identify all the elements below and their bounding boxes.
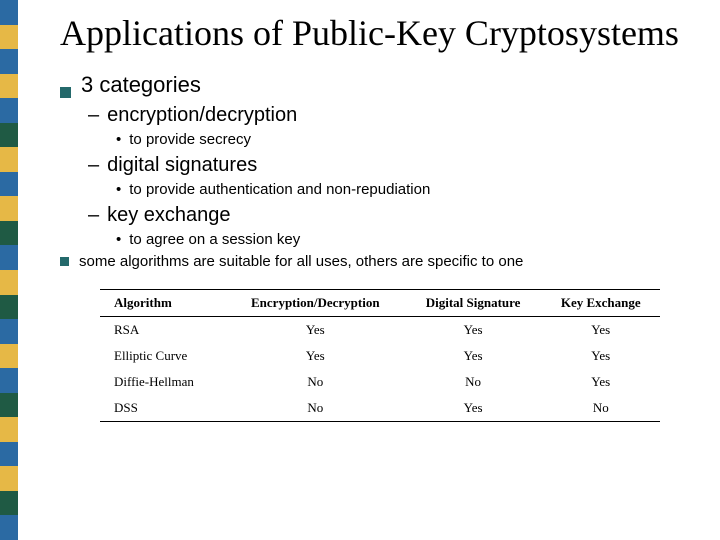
table-row: DSSNoYesNo <box>100 395 660 422</box>
table-header-cell: Algorithm <box>100 290 226 317</box>
table-cell: No <box>226 395 405 422</box>
table-cell: Yes <box>226 317 405 344</box>
table-cell: Yes <box>405 317 542 344</box>
detail-auth: • to provide authentication and non-repu… <box>116 181 700 198</box>
table-header-cell: Encryption/Decryption <box>226 290 405 317</box>
table-cell: No <box>226 369 405 395</box>
dot-icon: • <box>116 181 121 198</box>
table-header-row: AlgorithmEncryption/DecryptionDigital Si… <box>100 290 660 317</box>
table-header-cell: Key Exchange <box>542 290 660 317</box>
algorithm-table: AlgorithmEncryption/DecryptionDigital Si… <box>100 289 660 422</box>
table-cell: Diffie-Hellman <box>100 369 226 395</box>
detail-secrecy: • to provide secrecy <box>116 131 700 148</box>
table-cell: No <box>405 369 542 395</box>
bullet-categories: 3 categories <box>60 72 700 98</box>
slide-title: Applications of Public-Key Cryptosystems <box>60 14 700 54</box>
detail-text: to provide authentication and non-repudi… <box>129 181 430 198</box>
table-header-cell: Digital Signature <box>405 290 542 317</box>
dash-icon: – <box>88 204 99 227</box>
bullet-algorithms-note: some algorithms are suitable for all use… <box>60 252 700 272</box>
table-cell: Yes <box>226 343 405 369</box>
bullet-text: some algorithms are suitable for all use… <box>79 252 523 272</box>
dot-icon: • <box>116 131 121 148</box>
sub-text: encryption/decryption <box>107 104 297 127</box>
table-row: Diffie-HellmanNoNoYes <box>100 369 660 395</box>
dash-icon: – <box>88 154 99 177</box>
detail-text: to agree on a session key <box>129 231 300 248</box>
table-cell: DSS <box>100 395 226 422</box>
detail-session: • to agree on a session key <box>116 231 700 248</box>
table-cell: Elliptic Curve <box>100 343 226 369</box>
dot-icon: • <box>116 231 121 248</box>
bullet-text: 3 categories <box>81 72 201 98</box>
sub-text: key exchange <box>107 204 230 227</box>
side-stripe <box>0 0 18 540</box>
detail-text: to provide secrecy <box>129 131 251 148</box>
table-cell: Yes <box>405 343 542 369</box>
table-cell: No <box>542 395 660 422</box>
table-cell: Yes <box>542 317 660 344</box>
table-cell: RSA <box>100 317 226 344</box>
sub-text: digital signatures <box>107 154 257 177</box>
sub-keyexchange: – key exchange <box>88 204 700 227</box>
table-cell: Yes <box>542 343 660 369</box>
sub-encryption: – encryption/decryption <box>88 104 700 127</box>
table-cell: Yes <box>542 369 660 395</box>
table-cell: Yes <box>405 395 542 422</box>
table-row: Elliptic CurveYesYesYes <box>100 343 660 369</box>
dash-icon: – <box>88 104 99 127</box>
slide-content: Applications of Public-Key Cryptosystems… <box>60 14 700 422</box>
square-bullet-icon <box>60 257 69 266</box>
square-bullet-icon <box>60 87 71 98</box>
sub-signatures: – digital signatures <box>88 154 700 177</box>
table-row: RSAYesYesYes <box>100 317 660 344</box>
